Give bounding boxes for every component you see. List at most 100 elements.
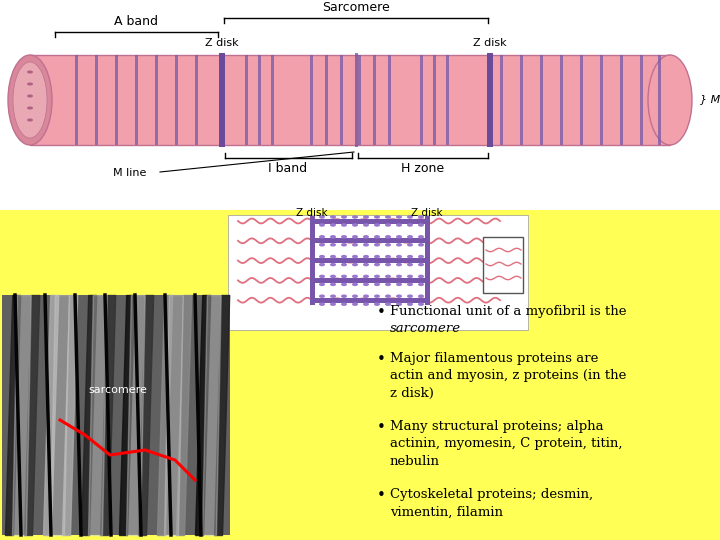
Bar	[228, 215, 528, 330]
Text: A band: A band	[114, 15, 158, 28]
Ellipse shape	[363, 215, 369, 219]
Ellipse shape	[341, 243, 347, 247]
Ellipse shape	[352, 223, 358, 227]
Ellipse shape	[385, 215, 391, 219]
Bar	[340, 55, 343, 145]
Ellipse shape	[396, 302, 402, 306]
Ellipse shape	[385, 235, 391, 239]
Ellipse shape	[330, 223, 336, 227]
Ellipse shape	[330, 275, 336, 278]
Text: Cytoskeletal proteins; desmin,
vimentin, filamin: Cytoskeletal proteins; desmin, vimentin,…	[390, 488, 593, 518]
Ellipse shape	[363, 263, 369, 266]
Bar	[95, 55, 97, 145]
Text: } Myofibril: } Myofibril	[700, 95, 720, 105]
Ellipse shape	[374, 215, 380, 219]
Ellipse shape	[385, 302, 391, 306]
Ellipse shape	[418, 282, 424, 286]
Ellipse shape	[341, 275, 347, 278]
Ellipse shape	[385, 255, 391, 258]
Ellipse shape	[374, 275, 380, 278]
Ellipse shape	[27, 94, 33, 98]
Ellipse shape	[374, 263, 380, 266]
Bar	[245, 55, 248, 145]
Ellipse shape	[407, 223, 413, 227]
Ellipse shape	[363, 282, 369, 286]
Text: Z disk: Z disk	[473, 38, 507, 48]
Ellipse shape	[352, 215, 358, 219]
Ellipse shape	[363, 275, 369, 278]
Bar	[355, 53, 358, 147]
Bar	[325, 55, 328, 145]
Text: sarcomere: sarcomere	[89, 385, 148, 395]
Ellipse shape	[363, 235, 369, 239]
Text: I band: I band	[269, 162, 307, 175]
Ellipse shape	[648, 55, 692, 145]
Bar	[30, 55, 670, 145]
Bar	[271, 55, 274, 145]
Text: Functional unit of a myofibril is the: Functional unit of a myofibril is the	[390, 305, 626, 318]
Ellipse shape	[396, 243, 402, 247]
Ellipse shape	[374, 223, 380, 227]
Ellipse shape	[341, 255, 347, 258]
Ellipse shape	[418, 243, 424, 247]
Text: Many structural proteins; alpha
actinin, myomesin, C protein, titin,
nebulin: Many structural proteins; alpha actinin,…	[390, 420, 623, 468]
Ellipse shape	[418, 223, 424, 227]
Ellipse shape	[407, 235, 413, 239]
Bar	[315, 238, 427, 244]
Text: •: •	[377, 488, 386, 503]
Ellipse shape	[396, 275, 402, 278]
Bar	[0, 0, 720, 210]
Ellipse shape	[319, 275, 325, 278]
Bar	[658, 55, 660, 145]
Ellipse shape	[363, 302, 369, 306]
Ellipse shape	[352, 263, 358, 266]
Ellipse shape	[363, 243, 369, 247]
Text: Major filamentous proteins are
actin and myosin, z proteins (in the
z disk): Major filamentous proteins are actin and…	[390, 352, 626, 400]
Ellipse shape	[352, 275, 358, 278]
Bar	[425, 216, 430, 305]
Ellipse shape	[330, 255, 336, 258]
Bar	[258, 55, 261, 145]
Ellipse shape	[363, 294, 369, 298]
Ellipse shape	[330, 294, 336, 298]
Ellipse shape	[352, 235, 358, 239]
Bar	[560, 55, 562, 145]
Ellipse shape	[418, 255, 424, 258]
Ellipse shape	[407, 282, 413, 286]
Ellipse shape	[27, 106, 33, 110]
Bar	[358, 55, 361, 145]
Ellipse shape	[374, 294, 380, 298]
Ellipse shape	[396, 263, 402, 266]
Bar	[310, 55, 312, 145]
Bar	[373, 55, 376, 145]
Bar	[483, 237, 523, 293]
Ellipse shape	[319, 243, 325, 247]
Ellipse shape	[385, 294, 391, 298]
Ellipse shape	[13, 62, 47, 138]
Ellipse shape	[341, 235, 347, 239]
Ellipse shape	[27, 118, 33, 122]
Bar	[520, 55, 523, 145]
Ellipse shape	[352, 282, 358, 286]
Bar	[580, 55, 582, 145]
Bar	[115, 55, 117, 145]
Ellipse shape	[374, 243, 380, 247]
Ellipse shape	[341, 263, 347, 266]
Bar	[75, 55, 78, 145]
Ellipse shape	[418, 215, 424, 219]
Ellipse shape	[396, 223, 402, 227]
Bar	[433, 55, 436, 145]
Text: H zone: H zone	[402, 162, 444, 175]
Ellipse shape	[330, 215, 336, 219]
Ellipse shape	[363, 255, 369, 258]
Ellipse shape	[407, 243, 413, 247]
Bar	[155, 55, 158, 145]
Bar	[420, 55, 423, 145]
Ellipse shape	[396, 282, 402, 286]
Ellipse shape	[385, 282, 391, 286]
Bar	[315, 278, 427, 283]
Ellipse shape	[341, 302, 347, 306]
Ellipse shape	[330, 302, 336, 306]
Text: M line: M line	[113, 168, 147, 178]
Ellipse shape	[418, 275, 424, 278]
